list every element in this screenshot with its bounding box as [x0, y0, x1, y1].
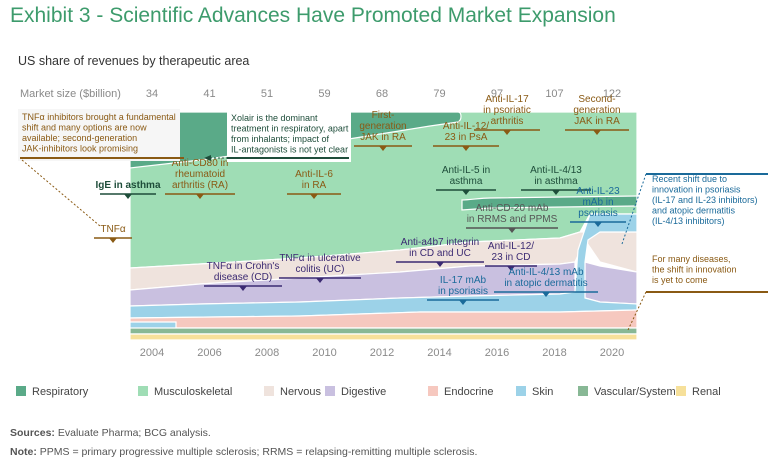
annotation-marker-arrow: [503, 130, 511, 135]
annotation-marker-arrow: [542, 292, 550, 297]
callout-xolair-bg: [227, 110, 351, 162]
annotation-label: Anti-IL-4/13 mAb in atopic dermatitis: [504, 267, 587, 289]
annotation-label: Anti-CD-20 mAb in RRMS and PPMS: [467, 203, 558, 225]
market-size-label: Market size ($billion): [20, 88, 121, 100]
annotation-label: Anti-CD80 in rheumatoid arthritis (RA): [172, 158, 229, 191]
market-size-2018: 107: [545, 88, 563, 100]
legend-swatch-skin: [516, 386, 526, 396]
market-size-2014: 79: [433, 88, 445, 100]
annotation-label: Anti-IL-12/23 in CD: [488, 241, 534, 263]
x-tick-2010: 2010: [312, 347, 336, 359]
annotation-marker-arrow: [552, 190, 560, 195]
legend-label-musculoskeletal: Musculoskeletal: [154, 386, 232, 398]
band-respiratory-2: [461, 195, 638, 211]
callout-psoriasis-leader: [621, 173, 647, 245]
market-size-2004: 34: [146, 88, 158, 100]
legend-label-renal: Renal: [692, 386, 721, 398]
x-tick-2018: 2018: [542, 347, 566, 359]
x-tick-2008: 2008: [255, 347, 279, 359]
annotation-label: TNFα: [100, 224, 125, 235]
annotation-marker-arrow: [379, 146, 387, 151]
x-tick-2006: 2006: [197, 347, 221, 359]
callout-psoriasis: Recent shift due to innovation in psorias…: [652, 174, 758, 226]
legend-label-endocrine: Endocrine: [444, 386, 494, 398]
annotation-marker-arrow: [310, 194, 318, 199]
sources-label: Sources:: [10, 427, 55, 439]
annotation-marker-arrow: [507, 266, 515, 271]
annotation-label: Second-generation JAK in RA: [573, 94, 620, 127]
annotation-label: TNFα in Crohn's disease (CD): [207, 261, 280, 283]
market-size-2020: 122: [603, 88, 621, 100]
market-size-2012: 68: [376, 88, 388, 100]
x-tick-2004: 2004: [140, 347, 164, 359]
annotation-marker-arrow: [508, 228, 516, 233]
annotation-marker-arrow: [316, 278, 324, 283]
band-renal-10: [129, 333, 638, 341]
market-size-2006: 41: [203, 88, 215, 100]
chart-subtitle: US share of revenues by therapeutic area: [18, 54, 250, 68]
legend-swatch-endocrine: [428, 386, 438, 396]
callout-tnf: TNFα inhibitors brought a fundamental shi…: [22, 112, 176, 154]
annotation-label: Anti-IL-4/13 in asthma: [530, 165, 582, 187]
annotation-label: Anti-IL-5 in asthma: [442, 165, 490, 187]
sources-line: Sources: Evaluate Pharma; BCG analysis.: [10, 427, 211, 439]
annotation-label: Anti-IL-17 in psoriatic arthritis: [483, 94, 531, 127]
callout-tnf-leader: [21, 159, 101, 227]
x-tick-2020: 2020: [600, 347, 624, 359]
sources-text: Evaluate Pharma; BCG analysis.: [57, 427, 211, 439]
legend-label-digestive: Digestive: [341, 386, 386, 398]
note-label: Note:: [10, 446, 37, 458]
annotation-label: Anti-IL-23 mAb in psoriasis: [576, 186, 620, 219]
market-size-2010: 59: [318, 88, 330, 100]
callout-xolair-arrow: [204, 155, 211, 161]
annotation-marker-arrow: [196, 194, 204, 199]
annotation-label: Anti-a4b7 integrin in CD and UC: [401, 237, 479, 259]
market-size-2016: 97: [491, 88, 503, 100]
annotation-marker-arrow: [462, 190, 470, 195]
callout-xolair: Xolair is the dominant treatment in respi…: [231, 113, 349, 155]
legend-swatch-musculoskeletal: [138, 386, 148, 396]
annotation-marker-arrow: [124, 194, 132, 199]
band-vascular-systemic-9: [129, 327, 638, 335]
legend-swatch-digestive: [325, 386, 335, 396]
annotation-marker-arrow: [594, 222, 602, 227]
annotation-label: IgE in asthma: [95, 180, 160, 191]
annotation-label: TNFα in ulcerative colitis (UC): [279, 253, 361, 275]
page-title: Exhibit 3 - Scientific Advances Have Pro…: [10, 4, 616, 27]
annotation-marker-arrow: [459, 300, 467, 305]
legend-label-respiratory: Respiratory: [32, 386, 89, 398]
legend-swatch-nervous: [264, 386, 274, 396]
legend-label-skin: Skin: [532, 386, 553, 398]
annotation-marker-arrow: [239, 286, 247, 291]
legend-swatch-renal: [676, 386, 686, 396]
legend-swatch-vascular-systemic: [578, 386, 588, 396]
callout-innovation: For many diseases, the shift in innovatio…: [652, 254, 737, 285]
note-text: PPMS = primary progressive multiple scle…: [39, 446, 478, 458]
legend-swatch-respiratory: [16, 386, 26, 396]
legend-label-nervous: Nervous: [280, 386, 321, 398]
market-size-2008: 51: [261, 88, 273, 100]
x-tick-2016: 2016: [485, 347, 509, 359]
annotation-marker-arrow: [593, 130, 601, 135]
annotation-label: First-generation JAK in RA: [359, 110, 406, 143]
callout-tnf-bg: [18, 109, 180, 161]
annotation-marker-arrow: [109, 238, 117, 243]
callout-innovation-leader: [627, 291, 647, 331]
annotation-marker-arrow: [436, 262, 444, 267]
annotation-label: Anti-IL-6 in RA: [295, 169, 333, 191]
annotation-marker-arrow: [462, 146, 470, 151]
note-line: Note: PPMS = primary progressive multipl…: [10, 446, 477, 458]
annotation-label: Anti-IL-12/23 in PsA: [443, 121, 489, 143]
x-tick-2012: 2012: [370, 347, 394, 359]
annotation-label: IL-17 mAb in psoriasis: [438, 275, 488, 297]
legend-label-vascular-systemic: Vascular/Systemic: [594, 386, 684, 398]
x-tick-2014: 2014: [427, 347, 451, 359]
